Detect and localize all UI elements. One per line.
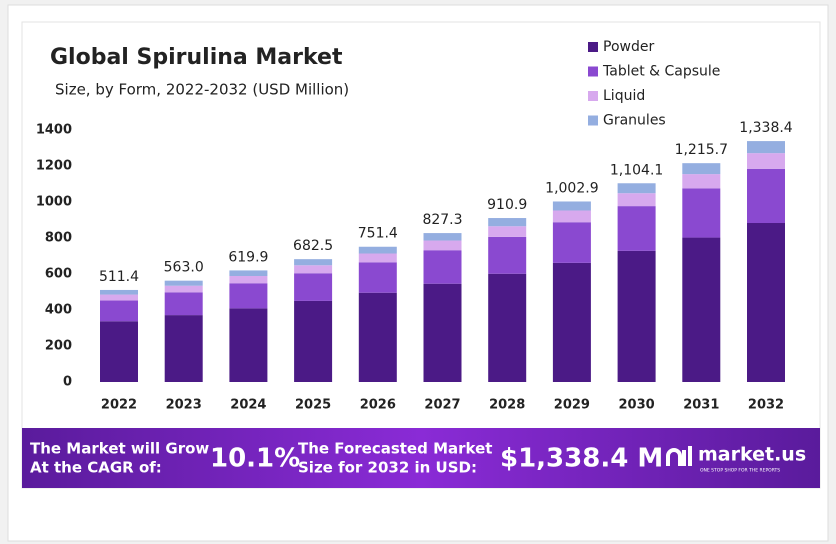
chart-subtitle: Size, by Form, 2022-2032 (USD Million) [55,81,349,99]
y-tick-label: 400 [45,303,72,318]
bar-segment [552,262,591,382]
bar-segment [100,294,138,301]
bar-segment [358,292,397,382]
bar-segment [229,308,268,382]
bar-segment [164,280,203,286]
x-tick-label: 2025 [295,398,331,413]
bar-segment [552,210,591,223]
total-label: 563.0 [164,260,204,276]
bar-segment [552,201,591,211]
bar-segment [682,188,721,238]
bar-segment [164,292,203,316]
x-tick-label: 2031 [683,398,719,413]
total-label: 751.4 [358,226,398,242]
legend-swatch [588,91,598,101]
bar-segment [488,236,527,274]
legend-label: Tablet & Capsule [602,64,720,80]
bar-segment [552,222,591,263]
bar-segment [100,289,138,295]
total-label: 1,338.4 [739,120,793,136]
x-tick-label: 2026 [360,398,396,413]
bar-segment [747,223,785,382]
x-tick-label: 2024 [230,398,266,413]
brand-tagline: ONE STOP SHOP FOR THE REPORTS [700,468,780,474]
bar-segment [423,283,462,382]
bar-segment [617,206,656,251]
y-tick-label: 200 [45,339,72,354]
bar-segment [294,300,333,382]
y-tick-label: 800 [45,231,72,246]
bar-segment [682,174,721,189]
legend-swatch [588,66,598,77]
bar-segment [423,250,462,284]
total-label: 511.4 [99,269,139,285]
y-tick-label: 1200 [36,159,72,174]
bar-segment [488,218,527,227]
banner-cagr: 10.1% [210,444,300,474]
bar-segment [164,285,203,293]
legend-swatch [588,42,598,52]
banner-text: The Forecasted Market [298,440,492,458]
bar-segment [100,300,138,322]
banner [22,428,820,488]
total-label: 827.3 [422,212,462,228]
banner-text: At the CAGR of: [30,459,162,477]
bar-segment [100,321,138,382]
x-tick-label: 2022 [101,398,137,413]
bar-segment [682,237,721,382]
bar-segment [747,168,785,224]
bar-segment [617,250,656,382]
bar-segment [164,315,203,382]
chart-title: Global Spirulina Market [50,45,343,70]
brand: market.us [698,444,806,466]
total-label: 619.9 [228,249,268,265]
legend-swatch [588,115,598,126]
bar-segment [229,270,268,276]
x-tick-label: 2029 [554,398,590,413]
total-label: 1,215.7 [675,142,728,158]
bar-segment [423,233,462,241]
bar-segment [358,262,397,293]
banner-text: Size for 2032 in USD: [298,459,477,477]
x-tick-label: 2032 [748,398,784,413]
legend-label: Granules [603,113,666,129]
bar-segment [229,283,268,309]
banner-forecast: $1,338.4 M [500,444,663,474]
y-tick-label: 0 [63,375,72,390]
legend-label: Powder [603,39,654,55]
bar-segment [294,259,333,266]
bar-segment [358,246,397,254]
total-label: 910.9 [487,197,527,213]
bar-segment [294,273,333,301]
y-tick-label: 1000 [36,195,72,210]
y-tick-label: 600 [45,267,72,282]
x-tick-label: 2028 [489,398,525,413]
bar-segment [358,253,397,263]
total-label: 1,002.9 [545,180,598,196]
bar-segment [229,275,268,284]
brand-icon [666,446,692,466]
banner-text: The Market will Grow [30,440,209,458]
bar-segment [488,226,527,237]
bar-segment [617,183,656,194]
x-tick-label: 2023 [166,398,202,413]
total-label: 682.5 [293,238,333,254]
bar-segment [747,141,785,154]
legend-label: Liquid [603,88,645,104]
bar-segment [747,153,785,169]
bar-segment [294,265,333,274]
bar-segment [488,273,527,382]
bar-segment [423,240,462,251]
x-tick-label: 2027 [424,398,460,413]
x-tick-label: 2030 [619,398,655,413]
total-label: 1,104.1 [610,162,663,178]
bar-segment [682,163,721,175]
bar-segment [617,193,656,207]
y-tick-label: 1400 [36,123,72,138]
